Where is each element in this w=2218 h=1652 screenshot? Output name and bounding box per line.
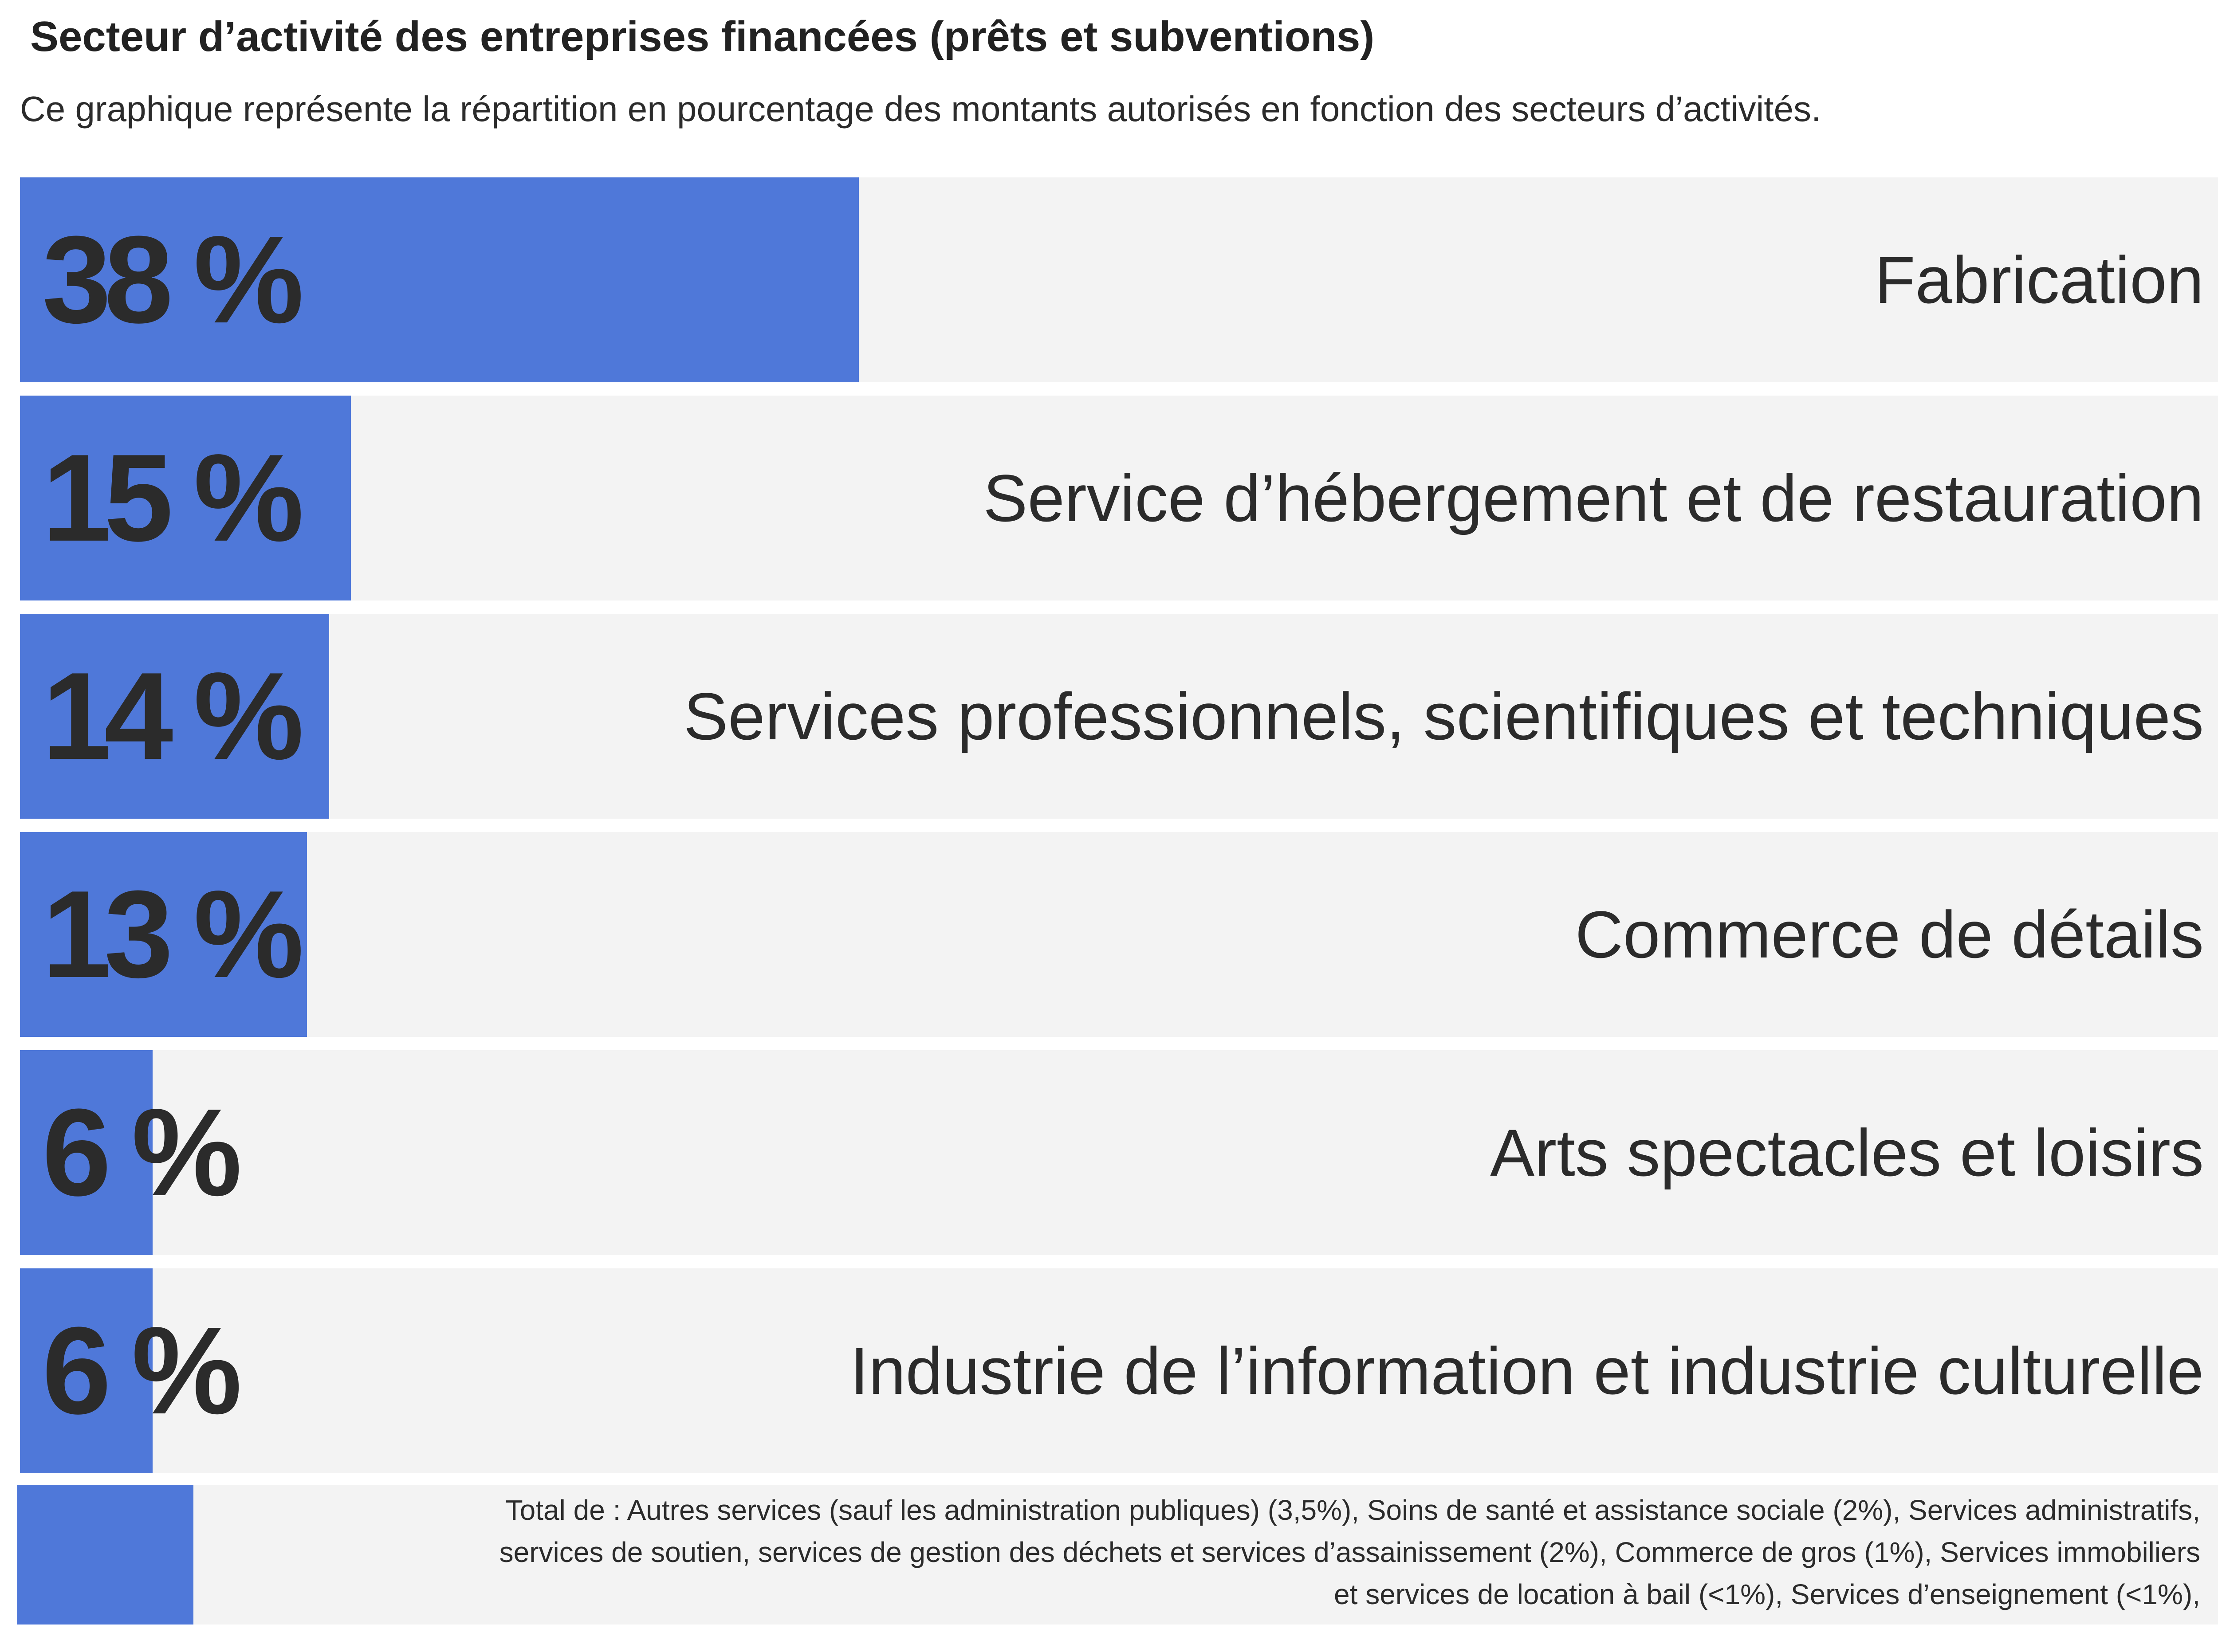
bar-category-label: Service d’hébergement et de restauration (983, 461, 2204, 535)
chart-title: Secteur d’activité des entreprises finan… (30, 13, 1375, 60)
bar-row: 13 % Commerce de détails (20, 832, 2218, 1037)
bar-value-label: 13 % (42, 865, 304, 1004)
bar-category-label: Fabrication (1874, 243, 2204, 317)
bar-row: 14 % Services professionnels, scientifiqu… (20, 614, 2218, 819)
bar-value-label: 6 % (42, 1083, 242, 1222)
bar-category-label: Arts spectacles et loisirs (1490, 1115, 2204, 1190)
bar-value-label: 15 % (42, 429, 304, 567)
bar (20, 396, 351, 600)
bar-row: 38 % Fabrication (20, 177, 2218, 382)
other-sectors-bar (17, 1485, 193, 1625)
bar-category-label: Commerce de détails (1575, 897, 2204, 972)
chart-subtitle: Ce graphique représente la répartition e… (20, 89, 1821, 129)
bar (20, 832, 307, 1037)
bar-row: 6 % Arts spectacles et loisirs (20, 1050, 2218, 1255)
other-sectors-row: Total de : Autres services (sauf les adm… (17, 1485, 2218, 1625)
bar-category-label: Industrie de l’information et industrie … (850, 1334, 2204, 1408)
bar (20, 177, 859, 382)
bar (20, 1268, 153, 1473)
bar-row: 15 % Service d’hébergement et de restaura… (20, 396, 2218, 600)
bar (20, 614, 329, 819)
bar (20, 1050, 153, 1255)
bar-value-label: 14 % (42, 647, 304, 785)
bar-value-label: 38 % (42, 211, 304, 349)
bar-value-label: 6 % (42, 1302, 242, 1440)
bar-chart: 38 % Fabrication 15 % Service d’hébergement… (20, 177, 2218, 1487)
bar-row: 6 % Industrie de l’information et industr… (20, 1268, 2218, 1473)
bar-category-label: Services professionnels, scientifiques e… (684, 679, 2204, 753)
other-sectors-note: Total de : Autres services (sauf les adm… (499, 1494, 2200, 1610)
